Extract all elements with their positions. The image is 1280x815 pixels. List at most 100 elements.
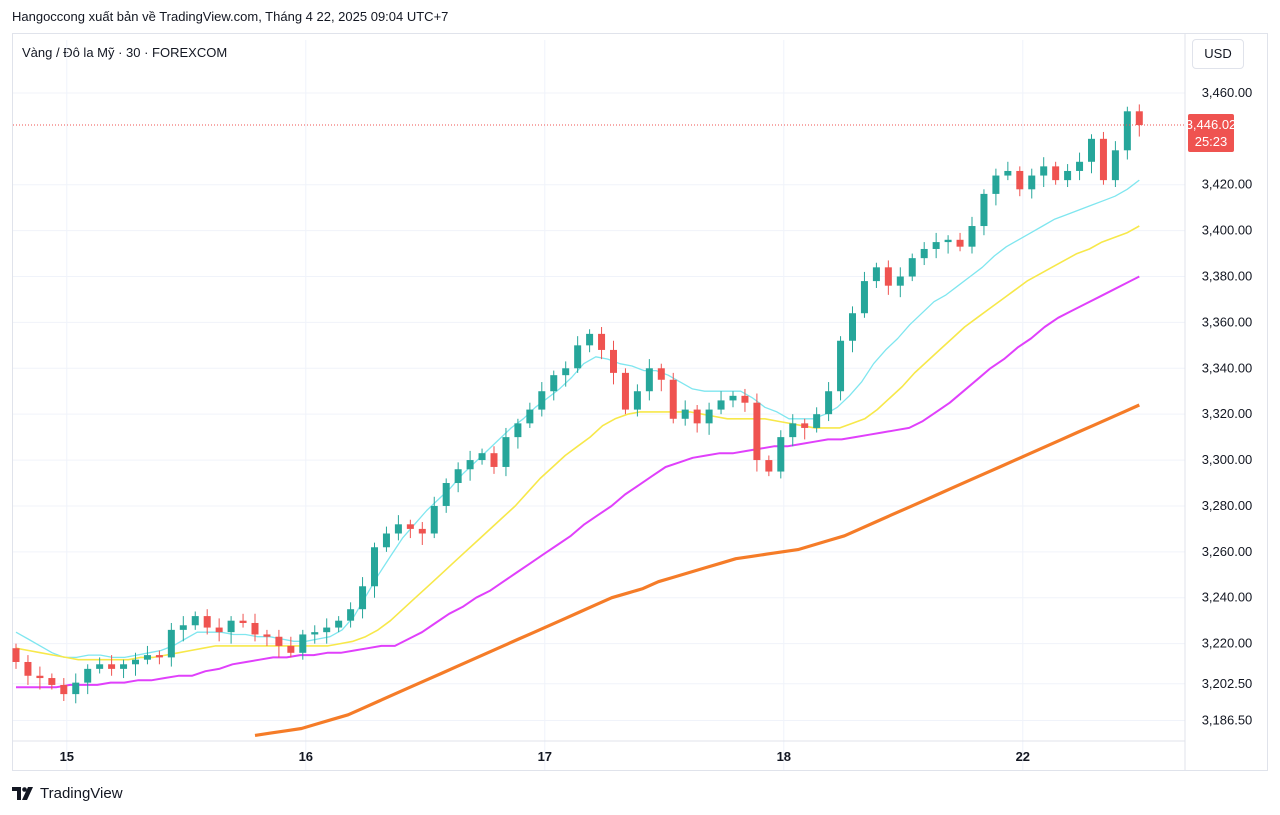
ema50-line	[15, 225, 1140, 661]
ema-lines	[15, 179, 1140, 737]
candle-up	[442, 478, 450, 513]
price-tick-label: 3,260.00	[1202, 544, 1253, 559]
candle-up	[311, 625, 319, 644]
candle-up	[896, 267, 904, 298]
candle-body	[60, 684, 68, 695]
candle-body	[669, 379, 677, 419]
candle-body	[108, 664, 116, 669]
candle-up	[514, 418, 522, 449]
candle-up	[96, 657, 104, 674]
candle-up	[849, 306, 856, 353]
candle-body	[335, 620, 343, 628]
candle-up	[1123, 106, 1131, 160]
candle-up	[932, 232, 940, 259]
price-tick-label: 3,240.00	[1202, 590, 1253, 605]
candle-body	[418, 528, 426, 534]
currency-button[interactable]: USD	[1192, 39, 1244, 69]
candle-body	[657, 368, 665, 380]
candle-down	[239, 613, 247, 628]
candle-body	[143, 655, 151, 660]
candle-down	[490, 446, 498, 474]
candle-up	[717, 391, 725, 415]
current-price-tag-bg	[1188, 114, 1234, 153]
candle-up	[167, 622, 175, 667]
candle-body	[203, 616, 211, 628]
candle-up	[645, 359, 653, 401]
candle-body	[1123, 111, 1131, 151]
candle-body	[179, 625, 187, 630]
candle-body	[382, 533, 390, 548]
candle-body	[992, 175, 1000, 194]
candle-down	[251, 613, 259, 642]
symbol-title[interactable]: Vàng / Đô la Mỹ · 30 · FOREXCOM	[22, 45, 228, 60]
candle-body	[968, 226, 976, 247]
ema100-line	[16, 275, 1140, 689]
candle-up	[825, 382, 833, 422]
footer-brand[interactable]: TradingView	[12, 785, 123, 802]
candle-down	[60, 678, 68, 701]
candle-up	[944, 235, 952, 254]
time-tick-label: 17	[538, 749, 552, 764]
candle-up	[908, 253, 916, 282]
candle-body	[48, 678, 56, 685]
candle-up	[729, 391, 737, 408]
candle-up	[813, 407, 821, 433]
candle-body	[837, 340, 845, 392]
candle-down	[1016, 166, 1024, 197]
candle-body	[263, 634, 271, 637]
candle-down	[12, 643, 20, 669]
candle-down	[48, 673, 56, 690]
candle-body	[777, 437, 785, 472]
candle-body	[526, 409, 534, 424]
candle-down	[287, 636, 295, 658]
candle-up	[1076, 152, 1084, 181]
candle-body	[406, 524, 414, 529]
candle-down	[1099, 131, 1107, 185]
candle-body	[825, 391, 833, 415]
candle-up	[1040, 157, 1048, 188]
price-tick-label: 3,320.00	[1202, 406, 1253, 421]
candle-up	[920, 242, 928, 266]
candle-body	[729, 395, 737, 401]
candle-body	[347, 609, 355, 621]
candle-body	[932, 242, 940, 249]
candle-body	[430, 505, 438, 534]
candle-body	[191, 616, 199, 626]
candle-body	[167, 629, 175, 658]
candle-body	[251, 622, 259, 635]
candle-body	[1088, 138, 1095, 162]
candle-up	[382, 526, 390, 552]
candle-body	[96, 664, 104, 669]
time-axis: 15 16 17 18 22	[12, 740, 1185, 764]
candle-body	[36, 675, 44, 679]
candle-body	[896, 276, 904, 286]
candle-body	[12, 648, 20, 662]
candle-down	[610, 340, 617, 385]
candle-body	[371, 547, 378, 587]
candle-up	[143, 645, 151, 665]
candle-body	[920, 248, 928, 259]
candle-up	[454, 462, 462, 493]
candle-body	[478, 453, 486, 461]
candle-body	[466, 460, 474, 470]
candle-body	[132, 659, 139, 665]
candle-body	[598, 333, 606, 350]
current-price-label: 3,446.02	[1186, 117, 1237, 132]
price-tick-label: 3,460.00	[1202, 85, 1253, 100]
candle-up	[550, 370, 558, 401]
candle-up	[968, 216, 976, 254]
candle-up	[132, 652, 139, 676]
candle-body	[562, 368, 570, 376]
candle-body	[813, 414, 821, 428]
candle-up	[84, 664, 92, 695]
candle-body	[454, 469, 462, 484]
candle-body	[860, 281, 868, 314]
candles	[12, 104, 1143, 704]
candle-up	[1064, 164, 1072, 188]
candle-down	[418, 522, 426, 545]
candle-down	[801, 418, 809, 440]
ema200-line	[254, 403, 1140, 737]
candle-body	[789, 423, 797, 438]
price-tick-label: 3,380.00	[1202, 269, 1253, 284]
